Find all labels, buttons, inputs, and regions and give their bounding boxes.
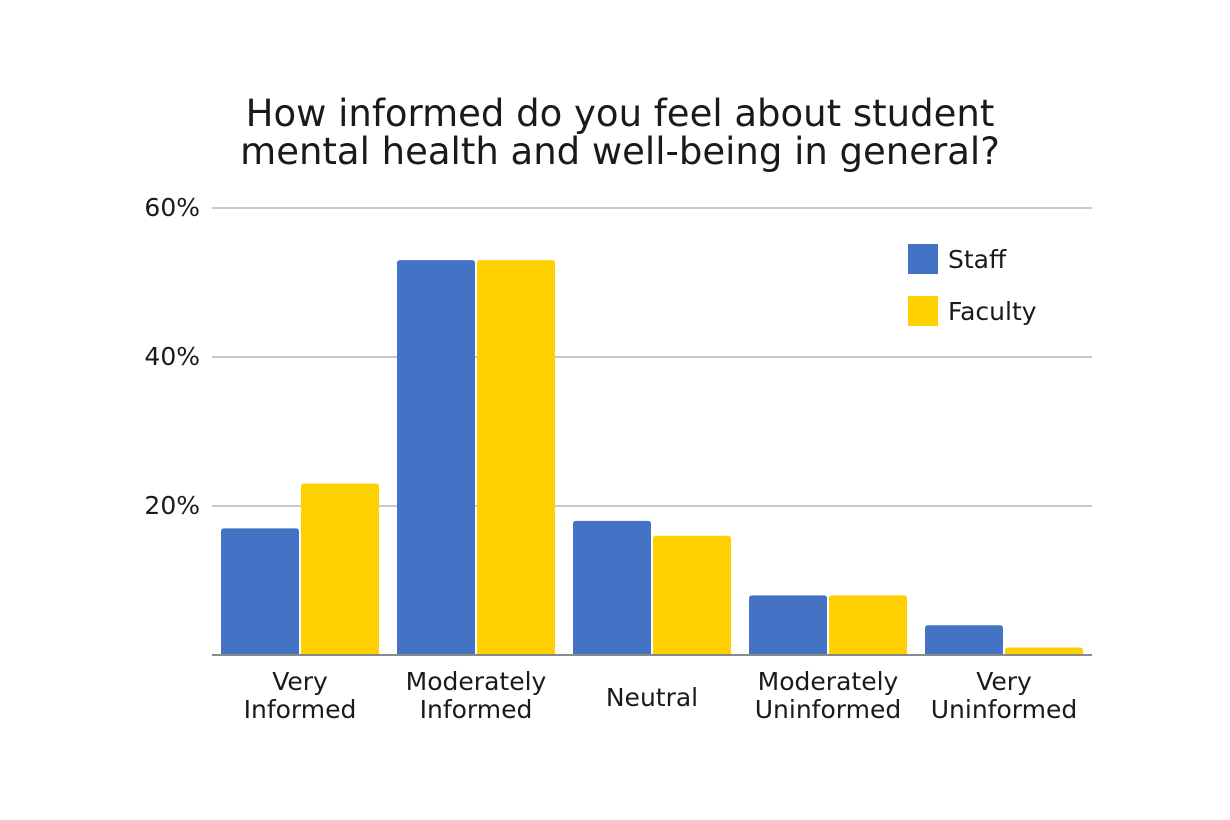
x-category-label: Moderately: [758, 667, 899, 696]
bar-staff-2: [573, 520, 651, 655]
bar-faculty-0: [301, 483, 379, 655]
y-axis-ticks: 20% 40% 60%: [144, 193, 200, 520]
bar-faculty-2: [653, 535, 731, 655]
y-tick-label: 40%: [144, 342, 200, 371]
x-category-label: Uninformed: [931, 695, 1077, 724]
bar-faculty-4: [1005, 647, 1083, 655]
y-tick-label: 60%: [144, 193, 200, 222]
x-category-label: Uninformed: [755, 695, 901, 724]
bar-staff-1: [397, 260, 475, 655]
legend-swatch-staff: [908, 244, 938, 274]
legend: Staff Faculty: [908, 244, 1037, 326]
legend-swatch-faculty: [908, 296, 938, 326]
y-tick-label: 20%: [144, 491, 200, 520]
bars: [221, 260, 1083, 655]
bar-staff-4: [925, 625, 1003, 655]
chart-title-line: mental health and well-being in general?: [240, 130, 1000, 173]
legend-label-staff: Staff: [948, 245, 1007, 274]
bar-staff-0: [221, 528, 299, 655]
x-category-label: Informed: [420, 695, 533, 724]
legend-label-faculty: Faculty: [948, 297, 1037, 326]
x-category-label: Informed: [244, 695, 357, 724]
bar-faculty-3: [829, 595, 907, 655]
x-category-label: Moderately: [406, 667, 547, 696]
x-category-label: Neutral: [606, 683, 698, 712]
x-category-label: Very: [976, 667, 1032, 696]
bar-staff-3: [749, 595, 827, 655]
chart-title-line: How informed do you feel about student: [246, 92, 995, 135]
chart-title: How informed do you feel about studentme…: [240, 92, 1000, 173]
bar-faculty-1: [477, 260, 555, 655]
x-category-label: Very: [272, 667, 328, 696]
